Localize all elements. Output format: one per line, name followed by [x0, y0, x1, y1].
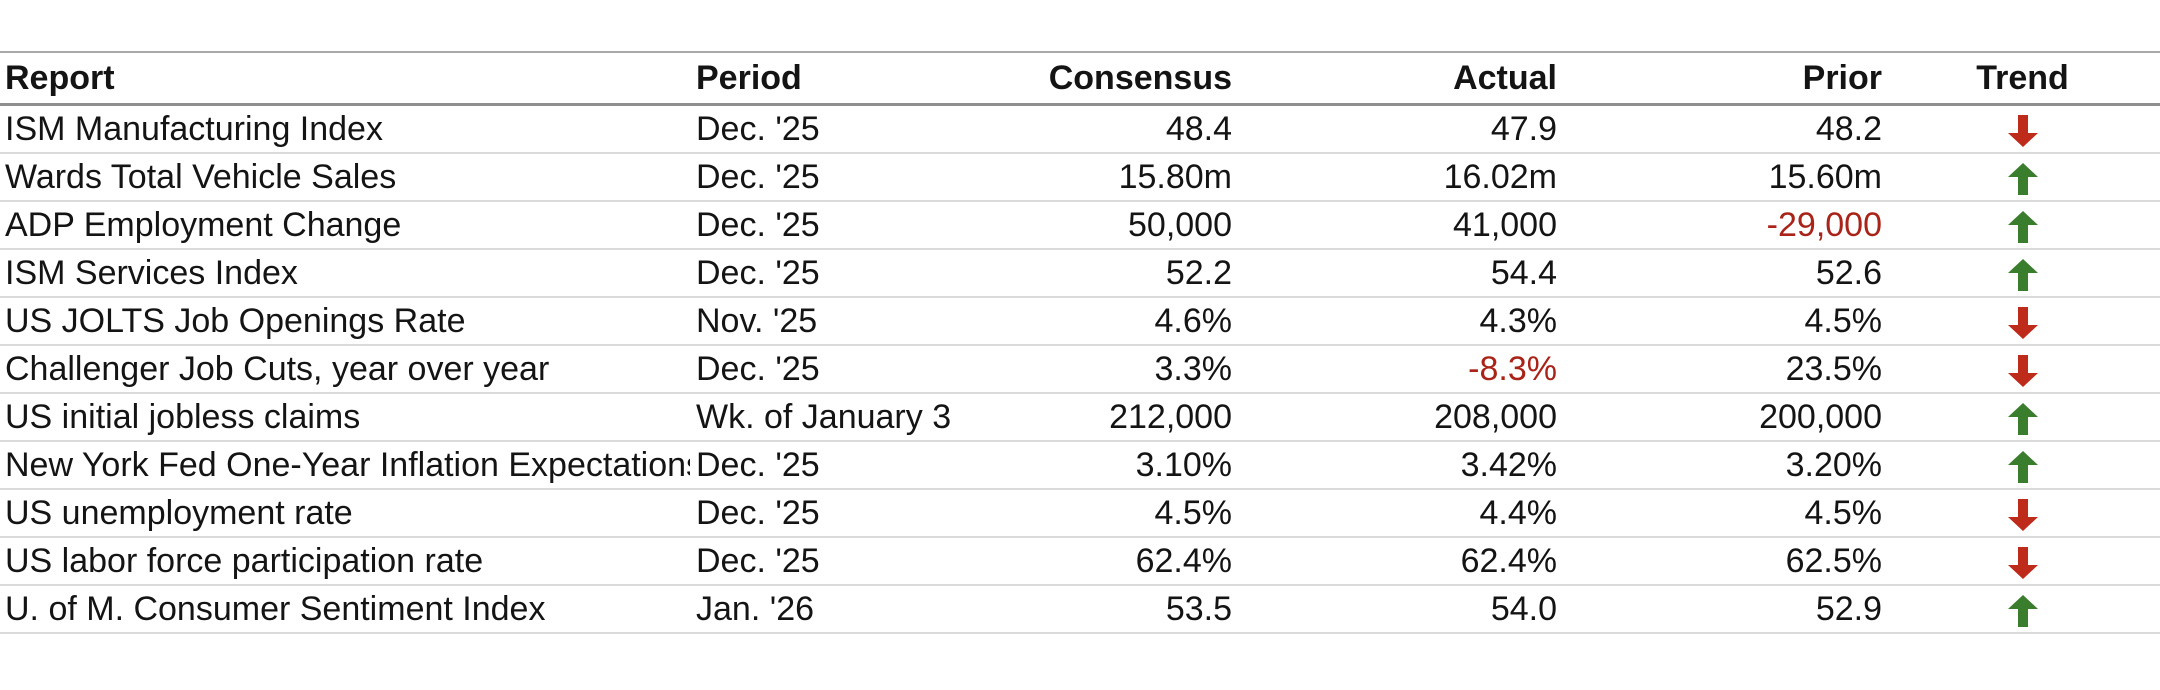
trend-down-icon: [2007, 498, 2038, 531]
trend-down-icon: [2007, 354, 2038, 387]
column-header-prior: Prior: [1560, 52, 1885, 106]
consensus-cell: 3.10%: [1015, 441, 1235, 490]
actual-cell: 54.4: [1235, 249, 1560, 298]
trend-cell: [1885, 249, 2160, 298]
prior-cell: 52.6: [1560, 249, 1885, 298]
consensus-cell: 4.6%: [1015, 297, 1235, 346]
header-row: Report Period Consensus Actual Prior Tre…: [0, 52, 2160, 106]
table-row: US JOLTS Job Openings Rate Nov. '25 4.6%…: [0, 297, 2160, 346]
consensus-cell: 212,000: [1015, 393, 1235, 442]
report-cell: US unemployment rate: [0, 489, 690, 538]
period-cell: Dec. '25: [690, 489, 1015, 538]
prior-cell: 62.5%: [1560, 537, 1885, 586]
period-cell: Jan. '26: [690, 585, 1015, 634]
table-row: Challenger Job Cuts, year over year Dec.…: [0, 345, 2160, 394]
prior-cell: 4.5%: [1560, 489, 1885, 538]
period-cell: Dec. '25: [690, 537, 1015, 586]
column-header-consensus: Consensus: [1015, 52, 1235, 106]
period-cell: Dec. '25: [690, 249, 1015, 298]
table-row: US labor force participation rate Dec. '…: [0, 537, 2160, 586]
consensus-cell: 52.2: [1015, 249, 1235, 298]
consensus-cell: 15.80m: [1015, 153, 1235, 202]
prior-cell: -29,000: [1560, 201, 1885, 250]
trend-up-icon: [2007, 594, 2038, 627]
prior-cell: 48.2: [1560, 104, 1885, 154]
consensus-cell: 50,000: [1015, 201, 1235, 250]
actual-cell: 4.4%: [1235, 489, 1560, 538]
period-cell: Dec. '25: [690, 441, 1015, 490]
report-cell: ADP Employment Change: [0, 201, 690, 250]
actual-cell: 3.42%: [1235, 441, 1560, 490]
period-cell: Dec. '25: [690, 153, 1015, 202]
trend-down-icon: [2007, 114, 2038, 147]
trend-up-icon: [2007, 258, 2038, 291]
column-header-trend: Trend: [1885, 52, 2160, 106]
trend-down-icon: [2007, 306, 2038, 339]
prior-cell: 52.9: [1560, 585, 1885, 634]
trend-cell: [1885, 201, 2160, 250]
report-cell: ISM Manufacturing Index: [0, 104, 690, 154]
trend-cell: [1885, 489, 2160, 538]
trend-up-icon: [2007, 162, 2038, 195]
actual-cell: 16.02m: [1235, 153, 1560, 202]
column-header-period: Period: [690, 52, 1015, 106]
report-cell: U. of M. Consumer Sentiment Index: [0, 585, 690, 634]
consensus-cell: 62.4%: [1015, 537, 1235, 586]
trend-up-icon: [2007, 450, 2038, 483]
trend-cell: [1885, 297, 2160, 346]
trend-down-icon: [2007, 546, 2038, 579]
prior-cell: 3.20%: [1560, 441, 1885, 490]
trend-cell: [1885, 441, 2160, 490]
trend-cell: [1885, 537, 2160, 586]
prior-cell: 200,000: [1560, 393, 1885, 442]
period-cell: Dec. '25: [690, 345, 1015, 394]
trend-cell: [1885, 104, 2160, 154]
actual-cell: 208,000: [1235, 393, 1560, 442]
table-row: ISM Manufacturing Index Dec. '25 48.4 47…: [0, 104, 2160, 154]
trend-up-icon: [2007, 210, 2038, 243]
period-cell: Wk. of January 3: [690, 393, 1015, 442]
consensus-cell: 4.5%: [1015, 489, 1235, 538]
trend-cell: [1885, 393, 2160, 442]
period-cell: Dec. '25: [690, 201, 1015, 250]
consensus-cell: 48.4: [1015, 104, 1235, 154]
report-cell: ISM Services Index: [0, 249, 690, 298]
prior-cell: 15.60m: [1560, 153, 1885, 202]
table-header: Report Period Consensus Actual Prior Tre…: [0, 52, 2160, 106]
report-cell: New York Fed One-Year Inflation Expectat…: [0, 441, 690, 490]
table-row: ISM Services Index Dec. '25 52.2 54.4 52…: [0, 249, 2160, 298]
trend-cell: [1885, 153, 2160, 202]
economic-reports-table: Report Period Consensus Actual Prior Tre…: [0, 51, 2160, 634]
report-cell: US labor force participation rate: [0, 537, 690, 586]
table-row: ADP Employment Change Dec. '25 50,000 41…: [0, 201, 2160, 250]
table-row: U. of M. Consumer Sentiment Index Jan. '…: [0, 585, 2160, 634]
trend-cell: [1885, 345, 2160, 394]
report-cell: Wards Total Vehicle Sales: [0, 153, 690, 202]
table-row: Wards Total Vehicle Sales Dec. '25 15.80…: [0, 153, 2160, 202]
consensus-cell: 3.3%: [1015, 345, 1235, 394]
actual-cell: -8.3%: [1235, 345, 1560, 394]
prior-cell: 23.5%: [1560, 345, 1885, 394]
table-row: US unemployment rate Dec. '25 4.5% 4.4% …: [0, 489, 2160, 538]
trend-cell: [1885, 585, 2160, 634]
economic-reports-table-wrap: Report Period Consensus Actual Prior Tre…: [0, 51, 2160, 634]
table-row: US initial jobless claims Wk. of January…: [0, 393, 2160, 442]
consensus-cell: 53.5: [1015, 585, 1235, 634]
table-body: ISM Manufacturing Index Dec. '25 48.4 47…: [0, 104, 2160, 634]
report-cell: US JOLTS Job Openings Rate: [0, 297, 690, 346]
report-cell: US initial jobless claims: [0, 393, 690, 442]
period-cell: Dec. '25: [690, 104, 1015, 154]
prior-cell: 4.5%: [1560, 297, 1885, 346]
column-header-actual: Actual: [1235, 52, 1560, 106]
actual-cell: 41,000: [1235, 201, 1560, 250]
table-row: New York Fed One-Year Inflation Expectat…: [0, 441, 2160, 490]
actual-cell: 47.9: [1235, 104, 1560, 154]
actual-cell: 4.3%: [1235, 297, 1560, 346]
report-cell: Challenger Job Cuts, year over year: [0, 345, 690, 394]
trend-up-icon: [2007, 402, 2038, 435]
period-cell: Nov. '25: [690, 297, 1015, 346]
actual-cell: 54.0: [1235, 585, 1560, 634]
actual-cell: 62.4%: [1235, 537, 1560, 586]
column-header-report: Report: [0, 52, 690, 106]
